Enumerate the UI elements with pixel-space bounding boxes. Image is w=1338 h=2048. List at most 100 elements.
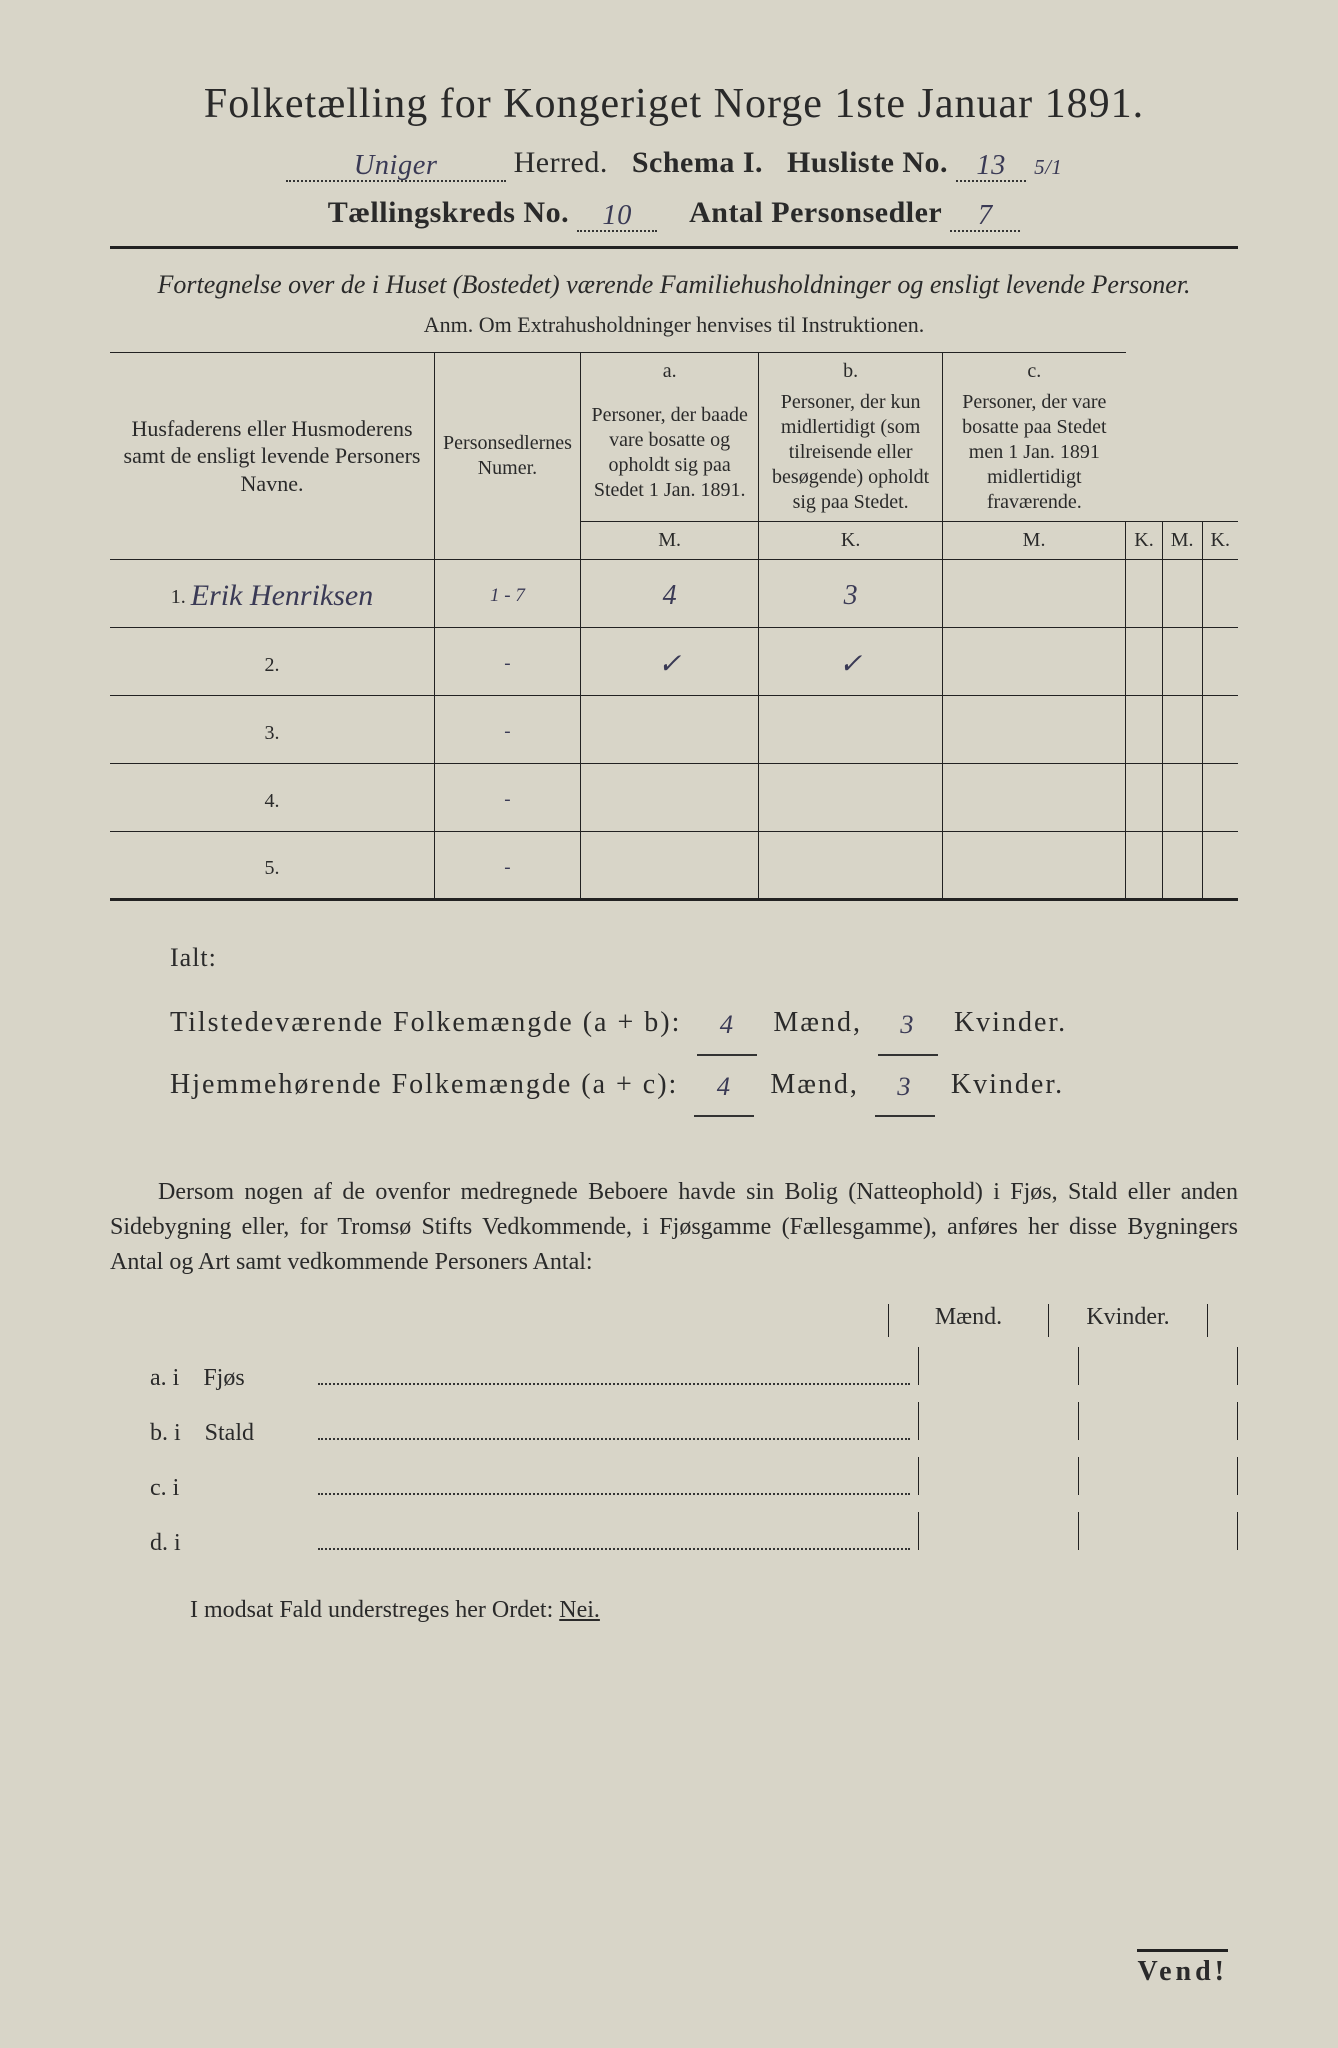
group-b-header: Personer, der kun midlertidigt (som tilr…: [759, 384, 942, 522]
kvinder-label-1: Kvinder.: [954, 992, 1067, 1054]
anm-note: Anm. Om Extrahusholdninger henvises til …: [110, 312, 1238, 338]
building-row: b. i Stald: [110, 1402, 1238, 1447]
building-cols: [918, 1457, 1238, 1495]
building-kvinder-header: Kvinder.: [1048, 1304, 1208, 1337]
building-dots: [318, 1493, 910, 1495]
building-cols: [918, 1402, 1238, 1440]
row-b-k: [1126, 832, 1162, 900]
table-row: 5. -: [110, 832, 1238, 900]
group-c-header: Personer, der vare bosatte paa Stedet me…: [942, 384, 1125, 522]
vend-label: Vend!: [1137, 1949, 1228, 1988]
row-numer-cell: -: [435, 696, 581, 764]
census-table: Husfaderens eller Husmoderens samt de en…: [110, 352, 1238, 901]
maend-label-1: Mænd,: [773, 992, 862, 1054]
building-mk-header: Mænd. Kvinder.: [110, 1304, 1238, 1337]
row-a-k: ✓: [759, 628, 942, 696]
row-c-k: [1202, 764, 1238, 832]
building-dots: [318, 1438, 910, 1440]
building-m-cell: [918, 1347, 1078, 1385]
group-a-tag: a.: [580, 353, 759, 385]
building-section: Mænd. Kvinder. a. i Fjøsb. i Staldc. i d…: [110, 1304, 1238, 1557]
table-row: 1. Erik Henriksen1 - 743: [110, 560, 1238, 628]
totals-line2-label: Hjemmehørende Folkemængde (a + c):: [170, 1054, 678, 1116]
building-k-cell: [1078, 1457, 1238, 1495]
subtitle: Fortegnelse over de i Huset (Bostedet) v…: [110, 267, 1238, 302]
building-m-cell: [918, 1457, 1078, 1495]
group-b-tag: b.: [759, 353, 942, 385]
row-b-k: [1126, 764, 1162, 832]
schema-label: Schema I.: [632, 146, 763, 179]
row-a-m: [580, 696, 759, 764]
row-a-k: [759, 696, 942, 764]
row-a-k: [759, 764, 942, 832]
building-row-label: a. i Fjøs: [110, 1365, 310, 1392]
a-k-header: K.: [759, 522, 942, 560]
kreds-label: Tællingskreds No.: [328, 196, 569, 229]
husliste-label: Husliste No.: [787, 146, 948, 179]
totals-line1-m: 4: [697, 995, 757, 1056]
antal-value: 7: [978, 200, 993, 231]
row-c-k: [1202, 628, 1238, 696]
building-k-cell: [1078, 1402, 1238, 1440]
building-maend-header: Mænd.: [888, 1304, 1048, 1337]
row-c-k: [1202, 560, 1238, 628]
row-c-m: [1162, 560, 1202, 628]
row-b-k: [1126, 628, 1162, 696]
building-dots: [318, 1383, 910, 1385]
row-numer-cell: -: [435, 764, 581, 832]
building-dots: [318, 1548, 910, 1550]
row-c-m: [1162, 628, 1202, 696]
row-c-m: [1162, 832, 1202, 900]
building-row: c. i: [110, 1457, 1238, 1502]
c-k-header: K.: [1202, 522, 1238, 560]
totals-line1-k: 3: [878, 995, 938, 1056]
b-m-header: M.: [942, 522, 1125, 560]
a-m-header: M.: [580, 522, 759, 560]
row-b-m: [942, 560, 1125, 628]
building-m-cell: [918, 1402, 1078, 1440]
building-paragraph: Dersom nogen af de ovenfor medregnede Be…: [110, 1175, 1238, 1279]
kreds-value: 10: [602, 200, 632, 231]
row-c-m: [1162, 764, 1202, 832]
nei-line: I modsat Fald understreges her Ordet: Ne…: [110, 1597, 1238, 1624]
row-c-m: [1162, 696, 1202, 764]
table-row: 3. -: [110, 696, 1238, 764]
page-title: Folketælling for Kongeriget Norge 1ste J…: [110, 80, 1238, 128]
row-a-m: [580, 764, 759, 832]
row-name-cell: 2.: [110, 628, 435, 696]
totals-line2-m: 4: [694, 1057, 754, 1118]
herred-value: Uniger: [354, 150, 438, 181]
row-a-m: [580, 832, 759, 900]
table-row: 2. -✓✓: [110, 628, 1238, 696]
kvinder-label-2: Kvinder.: [951, 1054, 1064, 1116]
row-b-k: [1126, 560, 1162, 628]
row-b-m: [942, 764, 1125, 832]
group-a-header: Personer, der baade vare bosatte og opho…: [580, 384, 759, 522]
totals-line2-k: 3: [875, 1057, 935, 1118]
row-name-cell: 1. Erik Henriksen: [110, 560, 435, 628]
row-numer-cell: -: [435, 628, 581, 696]
header-line-3: Tællingskreds No. 10 Antal Personsedler …: [110, 196, 1238, 232]
row-b-k: [1126, 696, 1162, 764]
row-numer-cell: 1 - 7: [435, 560, 581, 628]
totals-row-1: Tilstedeværende Folkemængde (a + b): 4 M…: [170, 992, 1238, 1054]
row-a-k: [759, 832, 942, 900]
building-cols: [918, 1512, 1238, 1550]
b-k-header: K.: [1126, 522, 1162, 560]
row-b-m: [942, 696, 1125, 764]
col-names-header: Husfaderens eller Husmoderens samt de en…: [110, 353, 435, 560]
maend-label-2: Mænd,: [770, 1054, 859, 1116]
row-a-k: 3: [759, 560, 942, 628]
totals-line1-label: Tilstedeværende Folkemængde (a + b):: [170, 992, 681, 1054]
group-c-tag: c.: [942, 353, 1125, 385]
row-c-k: [1202, 832, 1238, 900]
header-line-2: Uniger Herred. Schema I. Husliste No. 13…: [110, 146, 1238, 182]
row-b-m: [942, 628, 1125, 696]
row-a-m: 4: [580, 560, 759, 628]
row-numer-cell: -: [435, 832, 581, 900]
building-row-label: c. i: [110, 1475, 310, 1502]
totals-row-2: Hjemmehørende Folkemængde (a + c): 4 Mæn…: [170, 1054, 1238, 1116]
building-k-cell: [1078, 1347, 1238, 1385]
building-cols: [918, 1347, 1238, 1385]
antal-label: Antal Personsedler: [689, 196, 942, 229]
